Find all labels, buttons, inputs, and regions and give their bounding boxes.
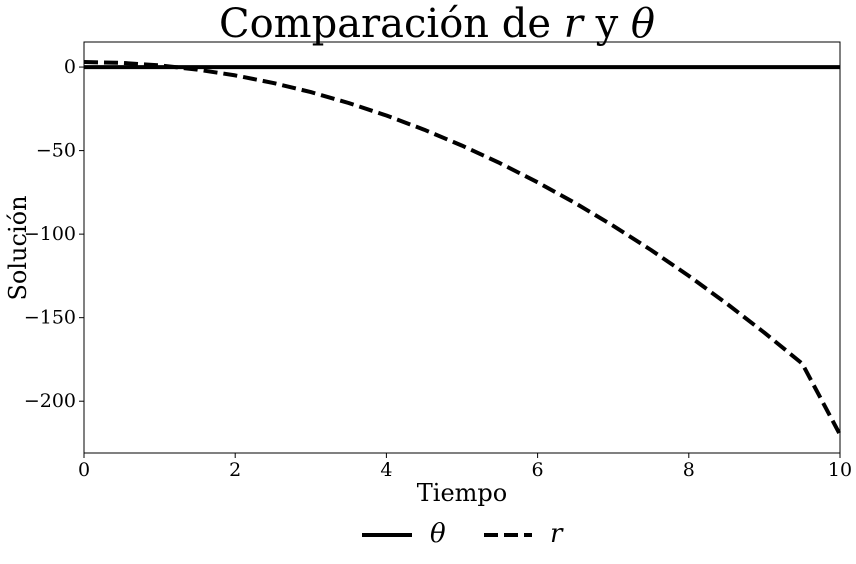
y-axis-ticks: 0 −50 −100 −150 −200 [24, 56, 84, 412]
chart-title-mid: y [583, 1, 631, 47]
y-tick-label: 0 [64, 56, 76, 78]
chart-title-var1: r [564, 1, 586, 47]
y-tick-label: −200 [24, 390, 76, 412]
chart-title-var2: θ [631, 1, 655, 47]
x-tick-label: 4 [380, 459, 392, 481]
y-tick-label: −100 [24, 223, 76, 245]
x-tick-label: 0 [78, 459, 90, 481]
series-layer [83, 60, 842, 436]
x-tick-label: 10 [828, 459, 852, 481]
chart-title-prefix: Comparación de [219, 1, 564, 47]
y-tick-label: −150 [24, 307, 76, 329]
legend-theta-label: θ [430, 519, 446, 549]
x-tick-label: 2 [229, 459, 241, 481]
y-axis-label: Solución [4, 195, 32, 300]
legend: θ r [362, 519, 564, 549]
series-line-r [83, 60, 842, 436]
legend-r-label: r [550, 519, 564, 549]
plot-area [83, 41, 841, 454]
x-axis-ticks: 0 2 4 6 8 10 [78, 453, 852, 481]
x-tick-label: 8 [683, 459, 695, 481]
chart-title: Comparación de r y θ [219, 1, 655, 47]
x-tick-label: 6 [532, 459, 544, 481]
x-axis-label: Tiempo [417, 479, 507, 507]
y-tick-label: −50 [36, 140, 76, 162]
